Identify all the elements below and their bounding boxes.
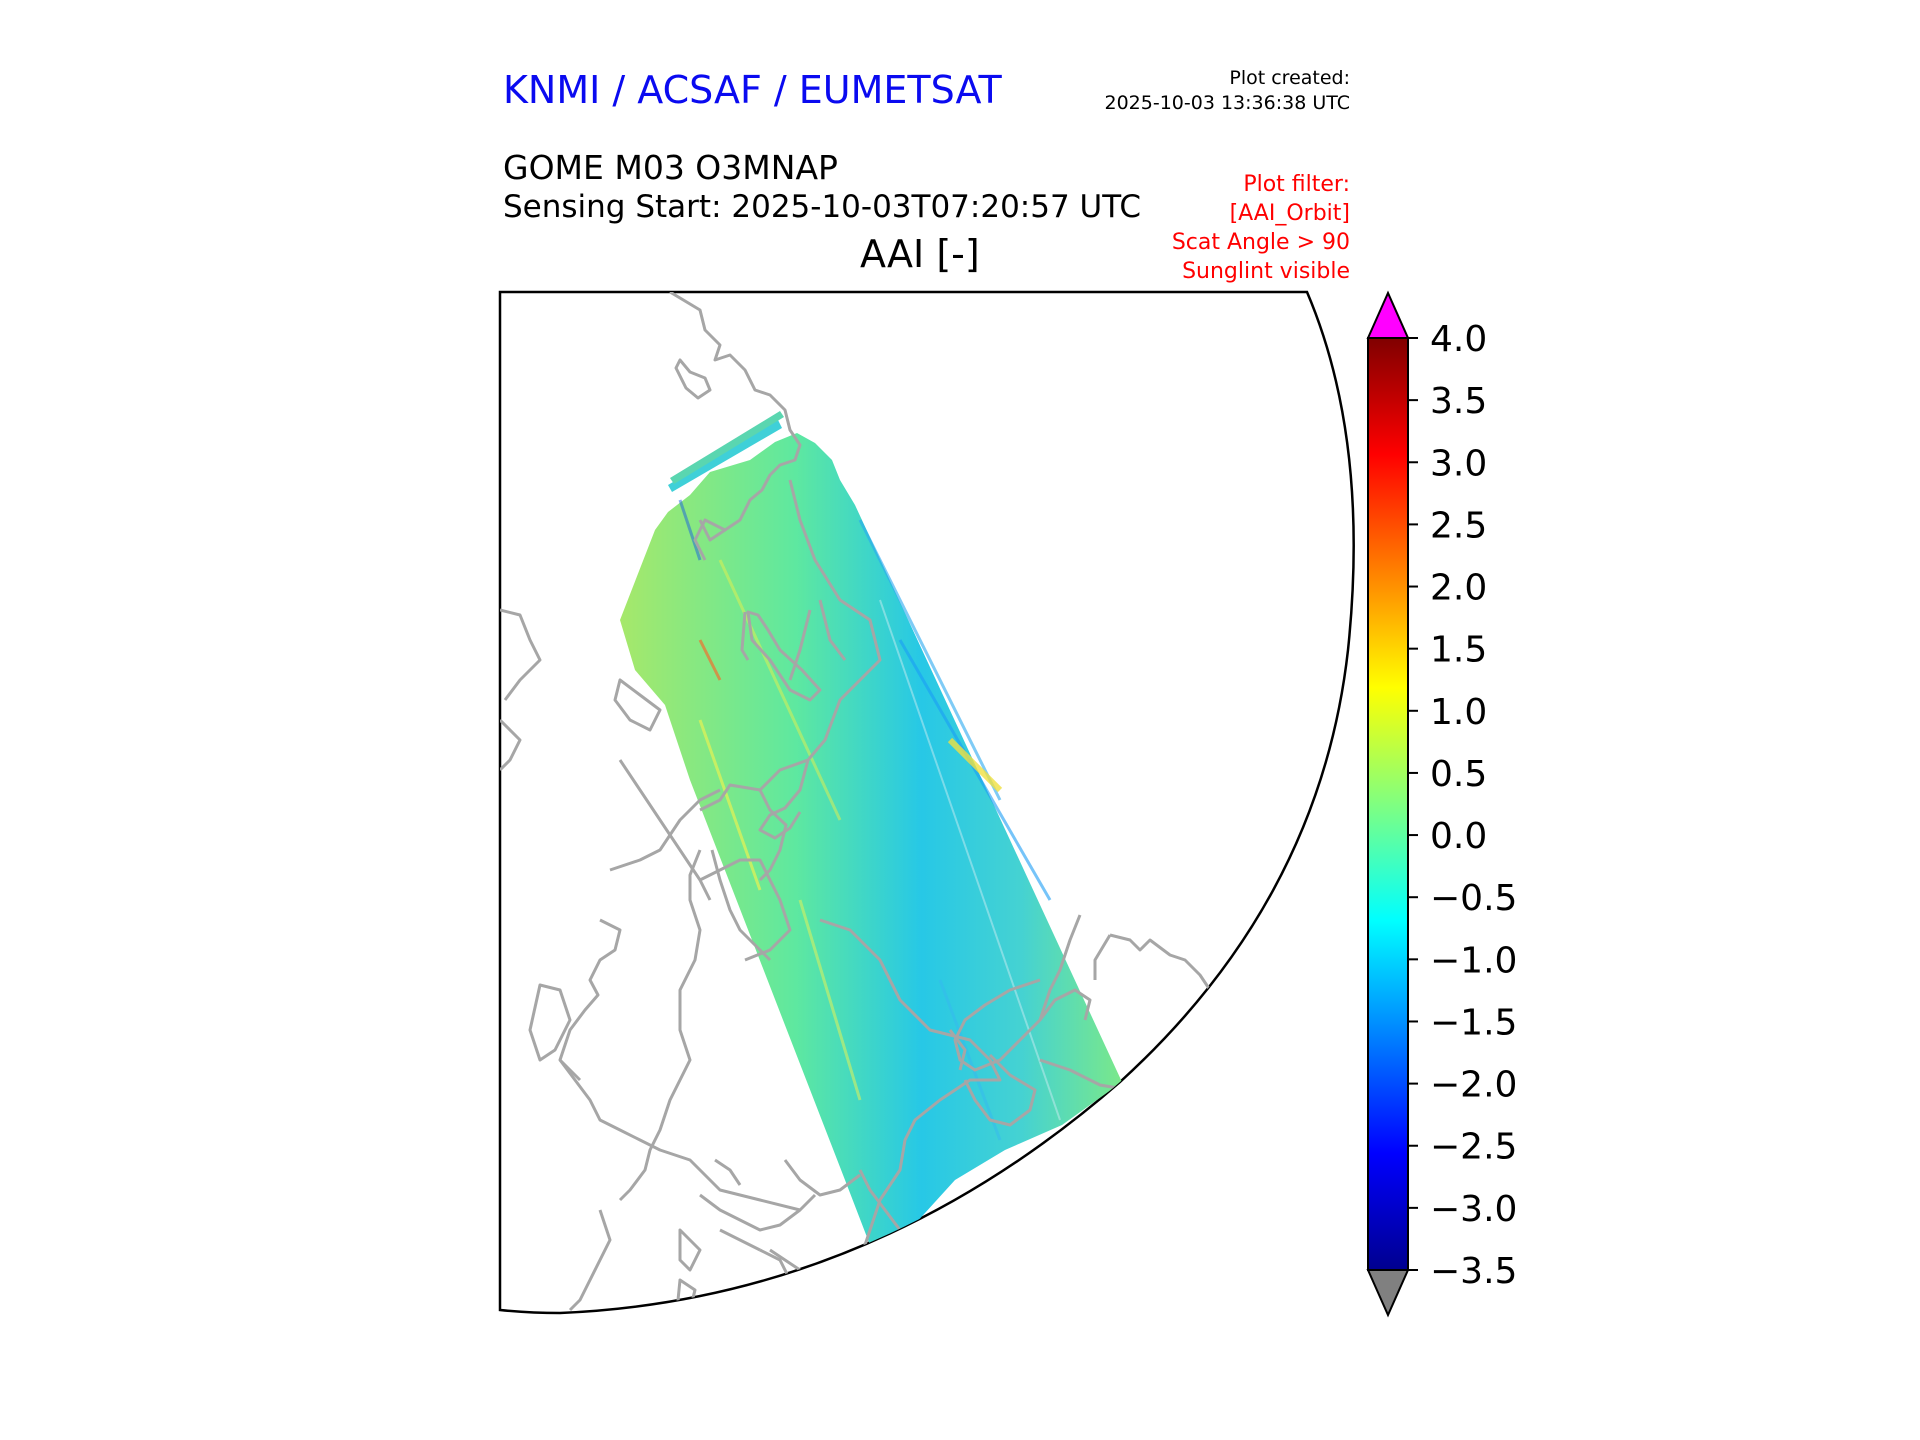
- colorbar: 4.0 3.5 3.0 2.5 2.0 1.5 1.0 0.5 0.0 −0.5 −1.0 −1.5 −…: [1366, 290, 1517, 1318]
- colorbar-tick-label: −2.0: [1430, 1065, 1517, 1106]
- colorbar-tick-label: −1.0: [1430, 940, 1517, 981]
- plot-filter: Plot filter: [AAI_Orbit] Scat Angle > 90…: [1100, 170, 1350, 286]
- colorbar-under-extend: [1366, 1269, 1410, 1318]
- colorbar-tick-label: −3.5: [1430, 1251, 1517, 1292]
- colorbar-tick-label: −1.5: [1430, 1002, 1517, 1043]
- colorbar-tick-label: 3.0: [1430, 443, 1487, 484]
- colorbar-tick-label: 1.0: [1430, 692, 1487, 733]
- colorbar-body: [1367, 337, 1409, 1271]
- colorbar-tick-label: 0.5: [1430, 754, 1487, 795]
- plot-filter-title: Plot filter:: [1243, 172, 1350, 197]
- colorbar-tick-label: 3.5: [1430, 381, 1487, 422]
- plot-created-info: Plot created: 2025-10-03 13:36:38 UTC: [1040, 66, 1351, 116]
- swath-main: [620, 433, 1122, 1245]
- variable-title: AAI [-]: [860, 232, 980, 276]
- plot-created-time: 2025-10-03 13:36:38 UTC: [1104, 92, 1351, 114]
- colorbar-tick-label: −3.0: [1430, 1189, 1517, 1230]
- colorbar-tick-label: 2.0: [1430, 568, 1487, 609]
- swath-top-strip: [668, 420, 782, 492]
- swath-texture: [678, 499, 1061, 1141]
- plot-filter-line: Sunglint visible: [1182, 259, 1350, 284]
- colorbar-tick-label: −2.5: [1430, 1127, 1517, 1168]
- product-title: GOME M03 O3MNAP: [503, 148, 838, 187]
- colorbar-tick-label: 0.0: [1430, 816, 1487, 857]
- colorbar-over-extend: [1366, 290, 1410, 339]
- org-title: KNMI / ACSAF / EUMETSAT: [503, 68, 1002, 112]
- sensing-start: Sensing Start: 2025-10-03T07:20:57 UTC: [503, 189, 1141, 225]
- colorbar-tick-label: −0.5: [1430, 878, 1517, 919]
- plot-filter-line: Scat Angle > 90: [1171, 230, 1350, 255]
- colorbar-ticks: 4.0 3.5 3.0 2.5 2.0 1.5 1.0 0.5 0.0 −0.5 −1.0 −1.5 −…: [1408, 319, 1517, 1292]
- plot-created-label: Plot created:: [1229, 67, 1350, 89]
- colorbar-tick-label: 1.5: [1430, 630, 1487, 671]
- swath-top-strip: [670, 411, 784, 484]
- colorbar-tick-label: 4.0: [1430, 319, 1487, 360]
- colorbar-tick-label: 2.5: [1430, 505, 1487, 546]
- plot-filter-line: [AAI_Orbit]: [1229, 201, 1350, 226]
